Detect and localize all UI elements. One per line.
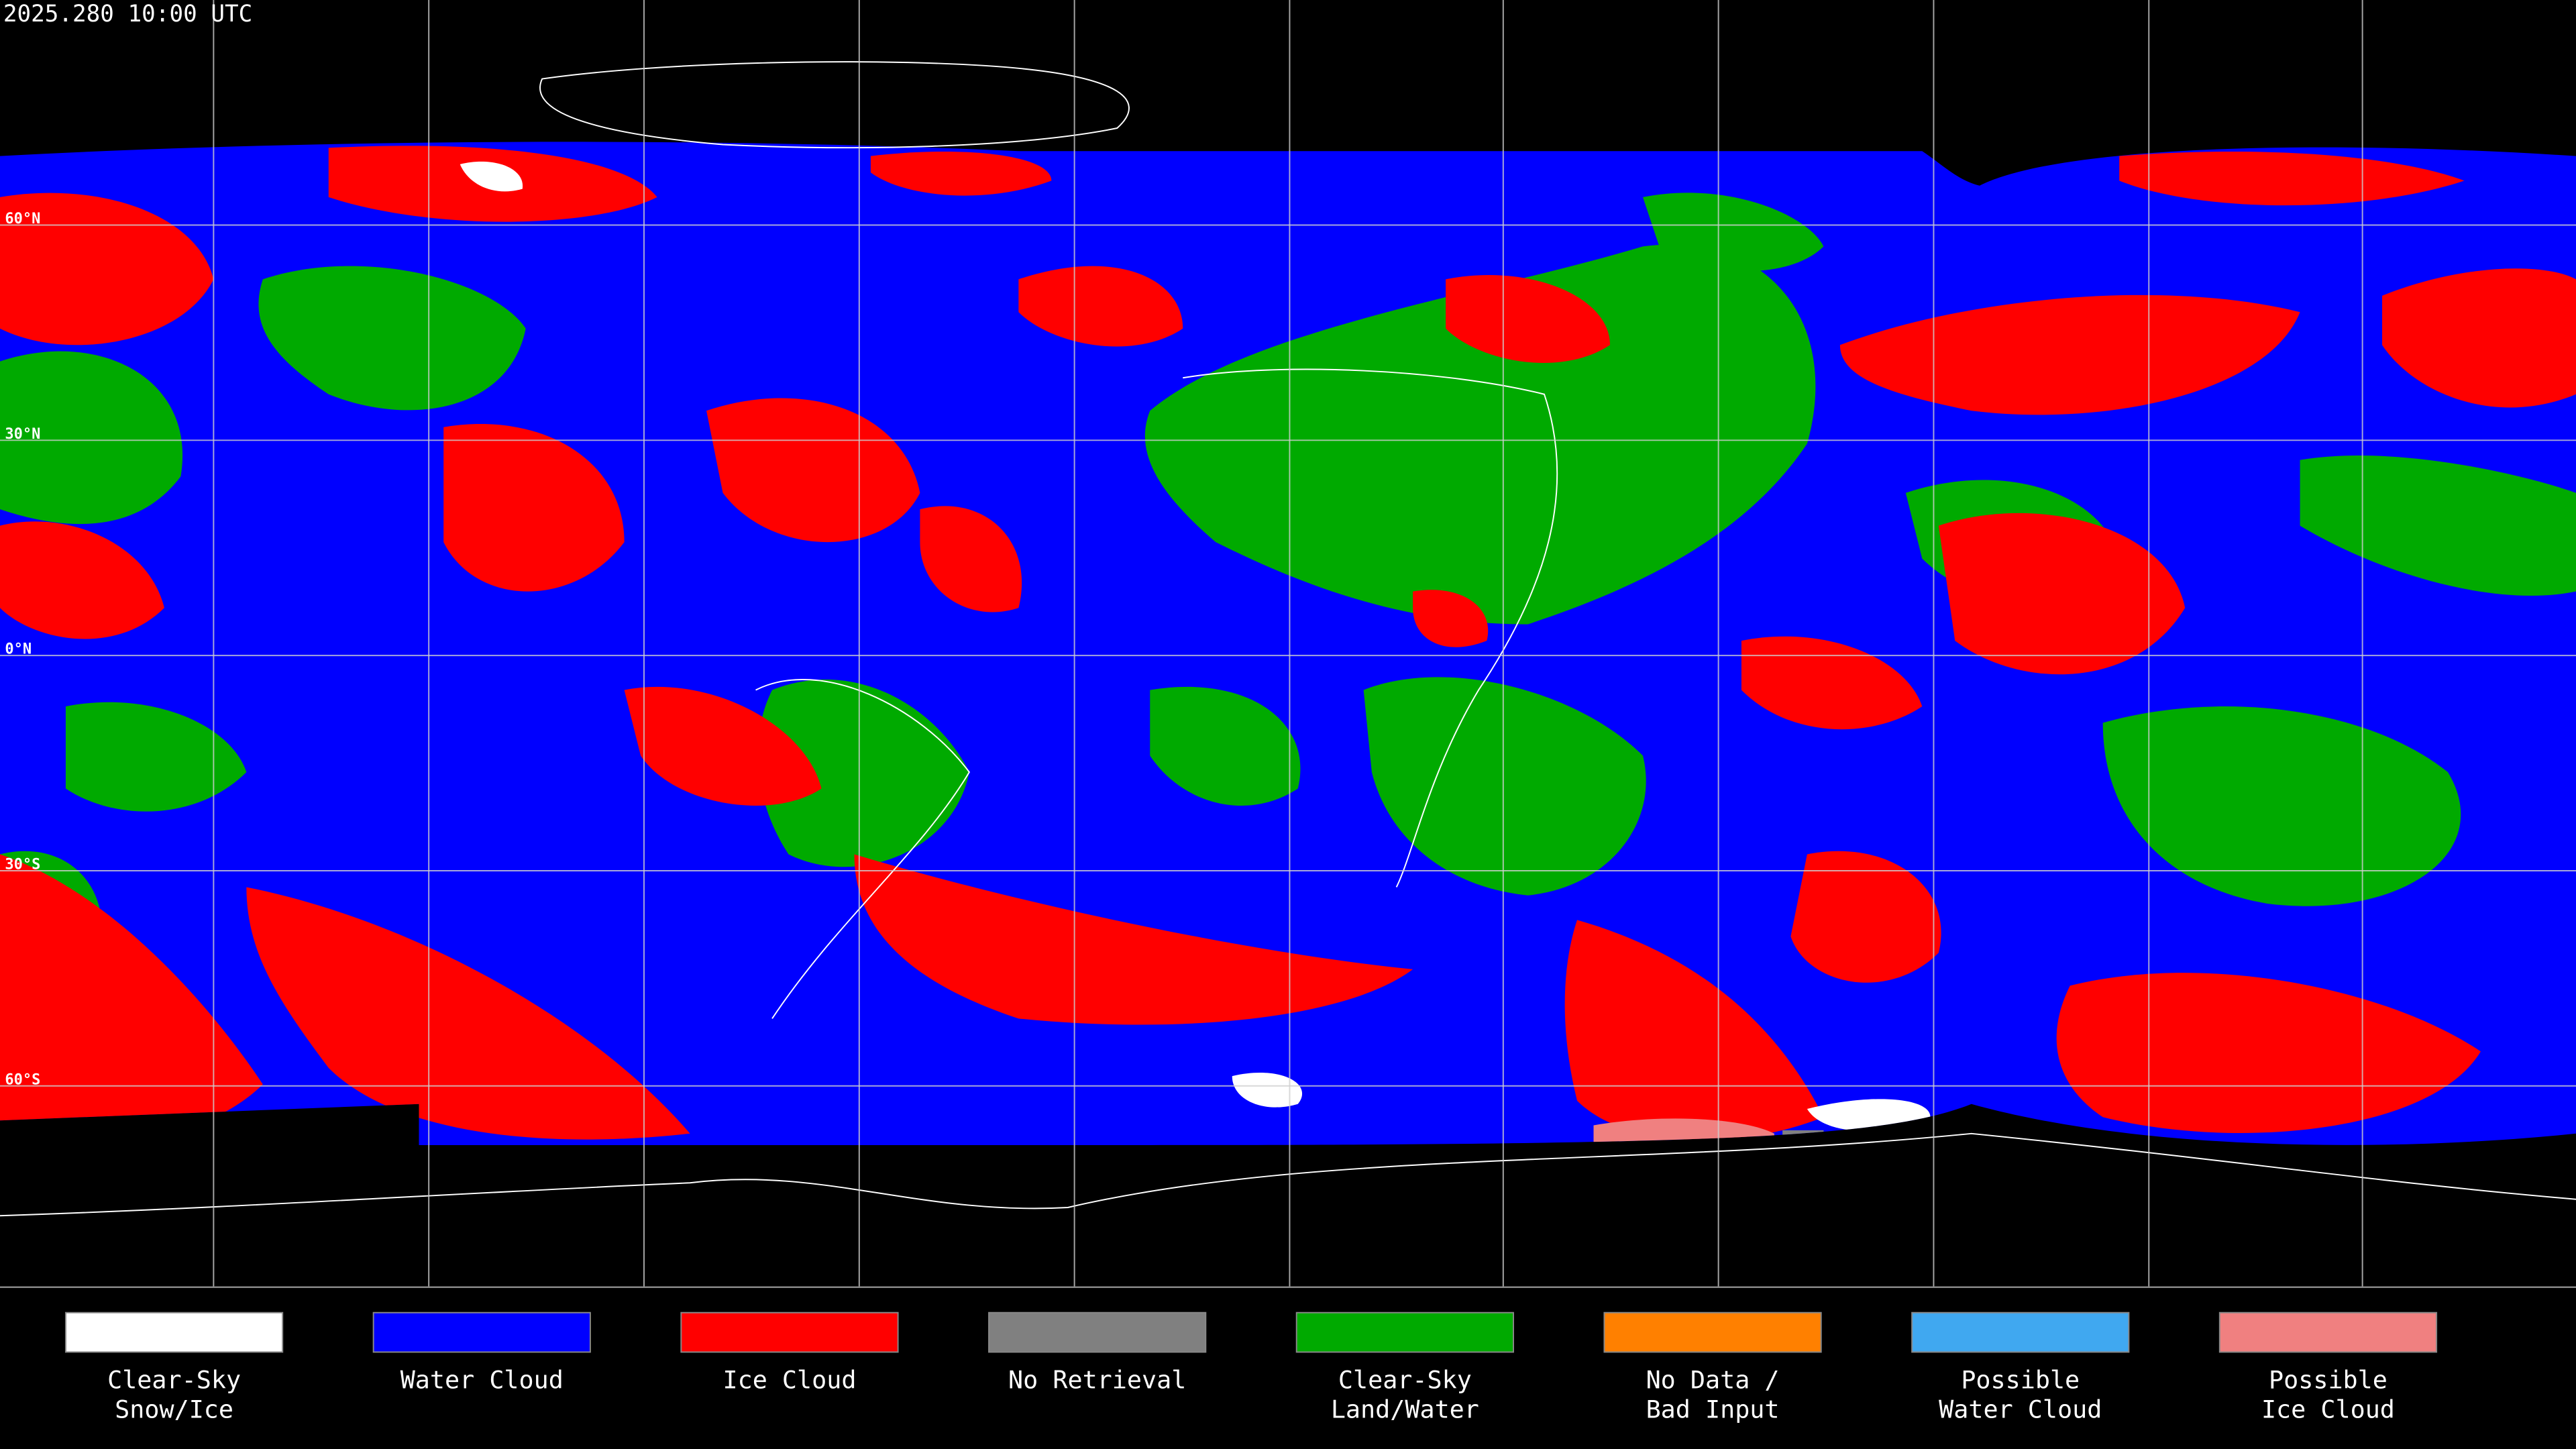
legend-label: Snow/Ice (115, 1395, 233, 1424)
legend-swatch (988, 1311, 1207, 1353)
legend-swatch (64, 1311, 284, 1353)
legend-swatch (1603, 1311, 1822, 1353)
cloud-phase-field (0, 142, 2576, 1145)
graticule (0, 0, 2576, 1287)
latitude-label: 30°N (5, 426, 40, 443)
timestamp: 2025.280 10:00 UTC (3, 1, 252, 28)
legend-label: Ice Cloud (2261, 1395, 2395, 1424)
ice-cloud-areas (0, 146, 2576, 1143)
legend-swatch (2218, 1311, 2438, 1353)
legend-label: Clear-Sky (1338, 1365, 1472, 1394)
latitude-label: 30°S (5, 857, 40, 873)
legend-swatch (1295, 1311, 1514, 1353)
coastlines (0, 61, 2576, 1217)
latitude-label: 60°N (5, 211, 40, 227)
legend-swatch (1911, 1311, 2130, 1353)
legend-label: Bad Input (1646, 1395, 1780, 1424)
legend-label: Land/Water (1331, 1395, 1479, 1424)
legend-label: Possible (1961, 1365, 2080, 1394)
legend-label: Clear-Sky (107, 1365, 241, 1394)
legend-swatch (680, 1311, 899, 1353)
legend-label: Possible (2269, 1365, 2387, 1394)
legend-label: No Data / (1646, 1365, 1780, 1394)
legend-swatch (372, 1311, 591, 1353)
legend-label: No Retrieval (1008, 1365, 1186, 1394)
legend-label: Water Cloud (1939, 1395, 2102, 1424)
clear-land-areas (0, 193, 2576, 970)
latitude-label: 0°N (5, 641, 32, 658)
legend-label: Water Cloud (400, 1365, 564, 1394)
latitude-label: 60°S (5, 1071, 40, 1088)
legend-label: Ice Cloud (722, 1365, 856, 1394)
